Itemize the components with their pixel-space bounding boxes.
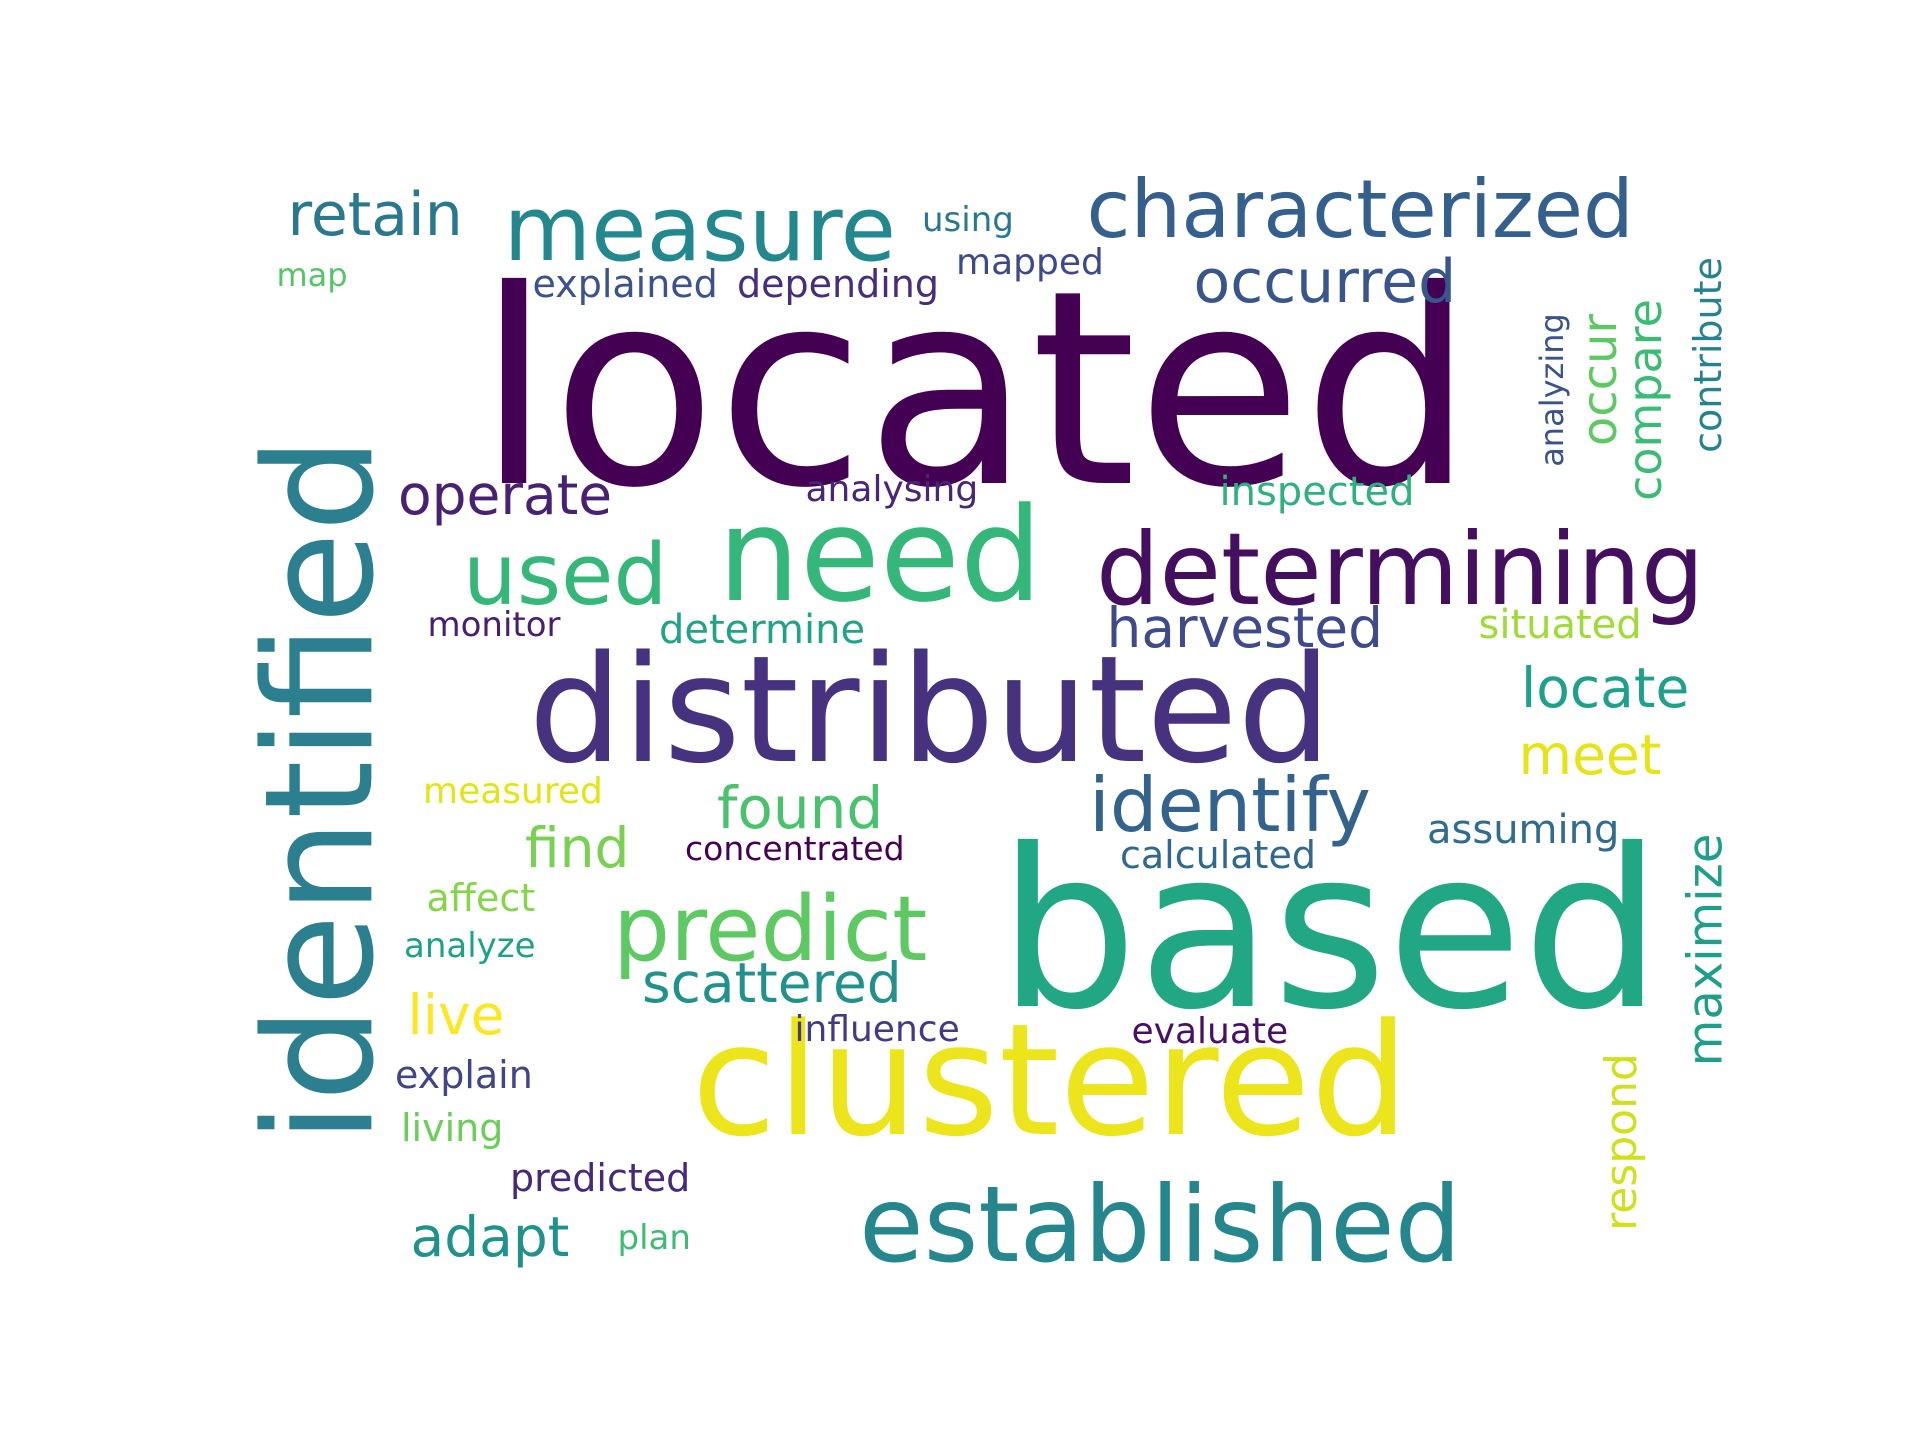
word-map: map: [276, 256, 348, 294]
word-living: living: [401, 1106, 504, 1150]
word-predicted: predicted: [510, 1156, 691, 1200]
word-measure: measure: [503, 177, 897, 282]
word-concentrated: concentrated: [685, 828, 905, 868]
word-retain: retain: [287, 180, 463, 250]
word-monitor: monitor: [427, 605, 561, 645]
word-predict: predict: [613, 877, 928, 982]
word-influence: influence: [794, 1009, 960, 1050]
word-identify: identify: [1089, 760, 1371, 849]
word-contribute: contribute: [1685, 257, 1730, 453]
word-located: located: [476, 232, 1474, 547]
word-based: based: [998, 802, 1663, 1058]
word-determine: determine: [659, 607, 866, 653]
word-explain: explain: [395, 1053, 533, 1097]
word-scattered: scattered: [642, 950, 902, 1015]
word-need: need: [717, 479, 1043, 631]
word-explained: explained: [532, 262, 718, 306]
word-mapped: mapped: [956, 242, 1104, 283]
word-depending: depending: [737, 262, 939, 306]
word-determining: determining: [1096, 511, 1705, 628]
word-calculated: calculated: [1120, 833, 1316, 877]
word-using: using: [922, 200, 1014, 240]
word-find: find: [525, 815, 630, 880]
word-identified: identified: [232, 436, 407, 1144]
word-compare: compare: [1617, 299, 1672, 501]
word-characterized: characterized: [1086, 163, 1634, 256]
word-inspected: inspected: [1219, 469, 1415, 515]
word-measured: measured: [423, 771, 603, 812]
word-meet: meet: [1518, 722, 1662, 787]
word-distributed: distributed: [528, 624, 1332, 796]
word-affect: affect: [426, 876, 536, 920]
word-locate: locate: [1521, 655, 1690, 720]
word-found: found: [717, 774, 884, 842]
word-established: established: [859, 1163, 1462, 1286]
word-situated: situated: [1478, 602, 1642, 648]
word-evaluate: evaluate: [1131, 1011, 1289, 1052]
word-respond: respond: [1595, 1053, 1647, 1231]
word-plan: plan: [617, 1218, 691, 1258]
word-analysing: analysing: [805, 469, 979, 510]
word-assuming: assuming: [1427, 807, 1620, 853]
word-occurred: occurred: [1193, 247, 1457, 317]
word-adapt: adapt: [410, 1204, 570, 1269]
word-harvested: harvested: [1106, 595, 1384, 660]
word-used: used: [463, 525, 668, 625]
word-analyze: analyze: [404, 926, 536, 966]
word-clustered: clustered: [691, 989, 1409, 1171]
word-live: live: [407, 982, 505, 1047]
word-maximize: maximize: [1676, 833, 1733, 1067]
word-analyzing: analyzing: [1532, 313, 1571, 467]
word-operate: operate: [398, 462, 613, 527]
